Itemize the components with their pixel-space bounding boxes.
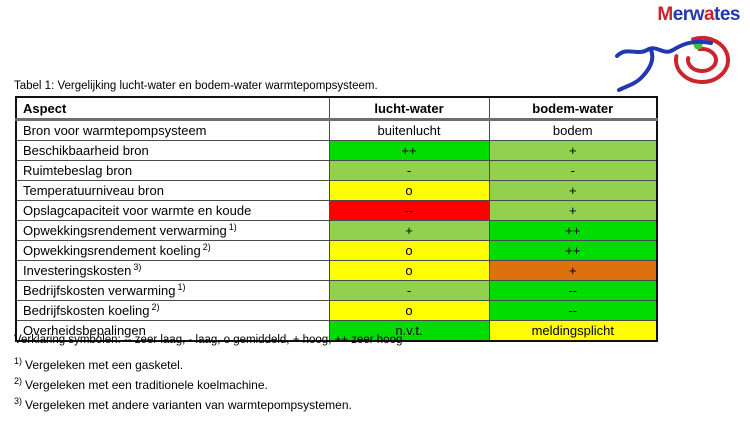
aspect-cell: Opwekkingsrendement koeling 2) [15,240,330,261]
merwates-logo: Merwates [614,4,746,96]
bodem-water-cell: -- [488,280,658,301]
aspect-label: Temperatuurniveau bron [23,183,164,198]
footnote-1: 1) Vergeleken met een gasketel. [14,357,352,377]
bodem-water-cell: + [488,180,658,201]
footnote-marker: 2) [14,376,23,386]
logo-letter-group: erw [672,4,705,25]
footnote-marker: 3) [14,396,23,406]
aspect-cell: Bron voor warmtepompsysteem [15,119,330,141]
footnote-ref: 2) [202,241,211,252]
bodem-water-cell: + [488,260,658,281]
table-caption: Tabel 1: Vergelijking lucht-water en bod… [14,80,378,92]
logo-letter-group: a [703,4,715,25]
table-row: Opwekkingsrendement verwarming 1) + ++ [15,220,658,241]
bodem-water-cell: meldingsplicht [488,320,658,342]
aspect-label: Bron voor warmtepompsysteem [23,123,207,138]
footnote-text: Vergeleken met andere varianten van warm… [25,398,352,412]
lucht-water-cell: o [328,180,490,201]
bodem-water-cell: -- [488,300,658,321]
logo-wordmark: Merwates [614,4,746,26]
lucht-water-cell: - [328,280,490,301]
footnote-ref: 1) [177,281,186,292]
lucht-water-cell: o [328,240,490,261]
header-row: Aspect lucht-water bodem-water [15,96,658,121]
lucht-water-cell: n.v.t. [328,320,490,342]
bodem-water-cell: + [488,200,658,221]
table-row: Opwekkingsrendement koeling 2) o ++ [15,240,658,261]
bodem-water-cell: ++ [488,220,658,241]
lucht-water-cell: - [328,160,490,181]
header-lucht-water: lucht-water [328,96,490,121]
aspect-cell: Beschikbaarheid bron [15,140,330,161]
footnote-text: Vergeleken met een gasketel. [25,358,184,372]
logo-letter-group: tes [714,4,740,25]
aspect-cell: Temperatuurniveau bron [15,180,330,201]
aspect-cell: Bedrijfskosten verwarming 1) [15,280,330,301]
aspect-cell: Investeringskosten 3) [15,260,330,281]
aspect-label: Opwekkingsrendement koeling [23,243,201,258]
aspect-cell: Opslagcapaciteit voor warmte en koude [15,200,330,221]
header-bodem-water: bodem-water [488,96,658,121]
table-row: Overheidsbepalingen n.v.t. meldingsplich… [15,320,658,342]
footnote-2: 2) Vergeleken met een traditionele koelma… [14,377,352,397]
aspect-label: Overheidsbepalingen [23,323,146,338]
lucht-water-cell: ++ [328,140,490,161]
aspect-cell: Ruimtebeslag bron [15,160,330,181]
table-row: Beschikbaarheid bron ++ + [15,140,658,161]
aspect-label: Bedrijfskosten verwarming [23,283,176,298]
footnotes: 1) Vergeleken met een gasketel. 2) Vergele… [14,357,352,417]
footnote-text: Vergeleken met een traditionele koelmach… [25,378,268,392]
lucht-water-cell: buitenlucht [328,119,490,141]
table-row: Bedrijfskosten verwarming 1) - -- [15,280,658,301]
aspect-label: Opwekkingsrendement verwarming [23,223,227,238]
table-row: Opslagcapaciteit voor warmte en koude --… [15,200,658,221]
footnote-ref: 3) [133,261,142,272]
footnote-3: 3) Vergeleken met andere varianten van wa… [14,397,352,417]
aspect-cell: Overheidsbepalingen [15,320,330,342]
footnote-ref: 2) [151,301,160,312]
aspect-label: Opslagcapaciteit voor warmte en koude [23,203,252,218]
lucht-water-cell: o [328,300,490,321]
lucht-water-cell: o [328,260,490,281]
aspect-label: Investeringskosten [23,263,132,278]
bodem-water-cell: bodem [488,119,658,141]
aspect-label: Beschikbaarheid bron [23,143,149,158]
symbols-legend: Verklaring symbolen: -- zeer laag, - laa… [14,334,403,346]
table-row: Bron voor warmtepompsysteem buitenlucht … [15,119,658,141]
aspect-label: Bedrijfskosten koeling [23,303,150,318]
table-row: Investeringskosten 3) o + [15,260,658,281]
bodem-water-cell: - [488,160,658,181]
comparison-table: Aspect lucht-water bodem-water Bron voor… [15,96,658,342]
table-row: Ruimtebeslag bron - - [15,160,658,181]
table-row: Bedrijfskosten koeling 2) o -- [15,300,658,321]
footnote-marker: 1) [14,356,23,366]
footnote-ref: 1) [228,221,237,232]
river-ripple-icon [615,35,731,92]
header-aspect: Aspect [15,96,330,121]
lucht-water-cell: + [328,220,490,241]
bodem-water-cell: + [488,140,658,161]
aspect-cell: Bedrijfskosten koeling 2) [15,300,330,321]
lucht-water-cell: -- [328,200,490,221]
aspect-label: Ruimtebeslag bron [23,163,133,178]
table-row: Temperatuurniveau bron o + [15,180,658,201]
bodem-water-cell: ++ [488,240,658,261]
logo-letter-group: M [657,4,673,25]
aspect-cell: Opwekkingsrendement verwarming 1) [15,220,330,241]
